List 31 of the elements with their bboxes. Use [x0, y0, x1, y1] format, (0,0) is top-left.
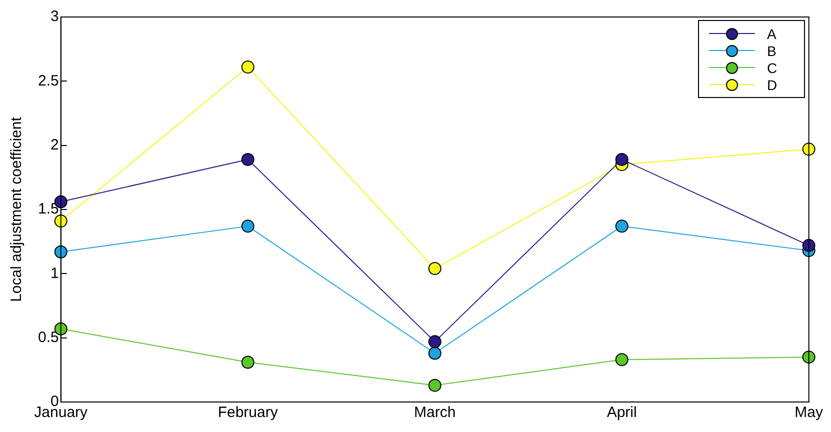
legend-label: A — [767, 26, 776, 42]
point — [802, 142, 816, 156]
point — [54, 245, 68, 258]
x-tick-label: February — [218, 404, 278, 422]
point — [241, 356, 254, 369]
point — [241, 220, 254, 233]
point — [802, 350, 816, 364]
point — [241, 60, 254, 74]
point — [428, 262, 442, 276]
legend-label: D — [767, 76, 778, 92]
point — [615, 220, 628, 233]
x-tick-label: March — [414, 404, 456, 422]
point — [615, 152, 628, 166]
x-tick-label: May — [794, 404, 824, 422]
legend-label: B — [767, 42, 776, 58]
y-axis-title: Local adjustment coefficient — [8, 116, 26, 302]
y-tick-label: 2 — [50, 136, 59, 154]
y-tick-label: 3 — [50, 8, 59, 26]
y-tick-label: 2.5 — [38, 72, 59, 90]
y-tick-label: 1 — [50, 264, 59, 282]
y-tick-label: 1.5 — [38, 200, 59, 218]
point — [428, 346, 442, 360]
point — [54, 214, 68, 228]
point — [802, 238, 816, 252]
x-tick-label: April — [606, 404, 637, 422]
y-tick-label: 0.5 — [38, 328, 59, 346]
point — [428, 335, 442, 348]
point — [615, 353, 628, 366]
legend-label: C — [767, 60, 778, 76]
point — [428, 378, 442, 392]
point — [241, 152, 254, 166]
